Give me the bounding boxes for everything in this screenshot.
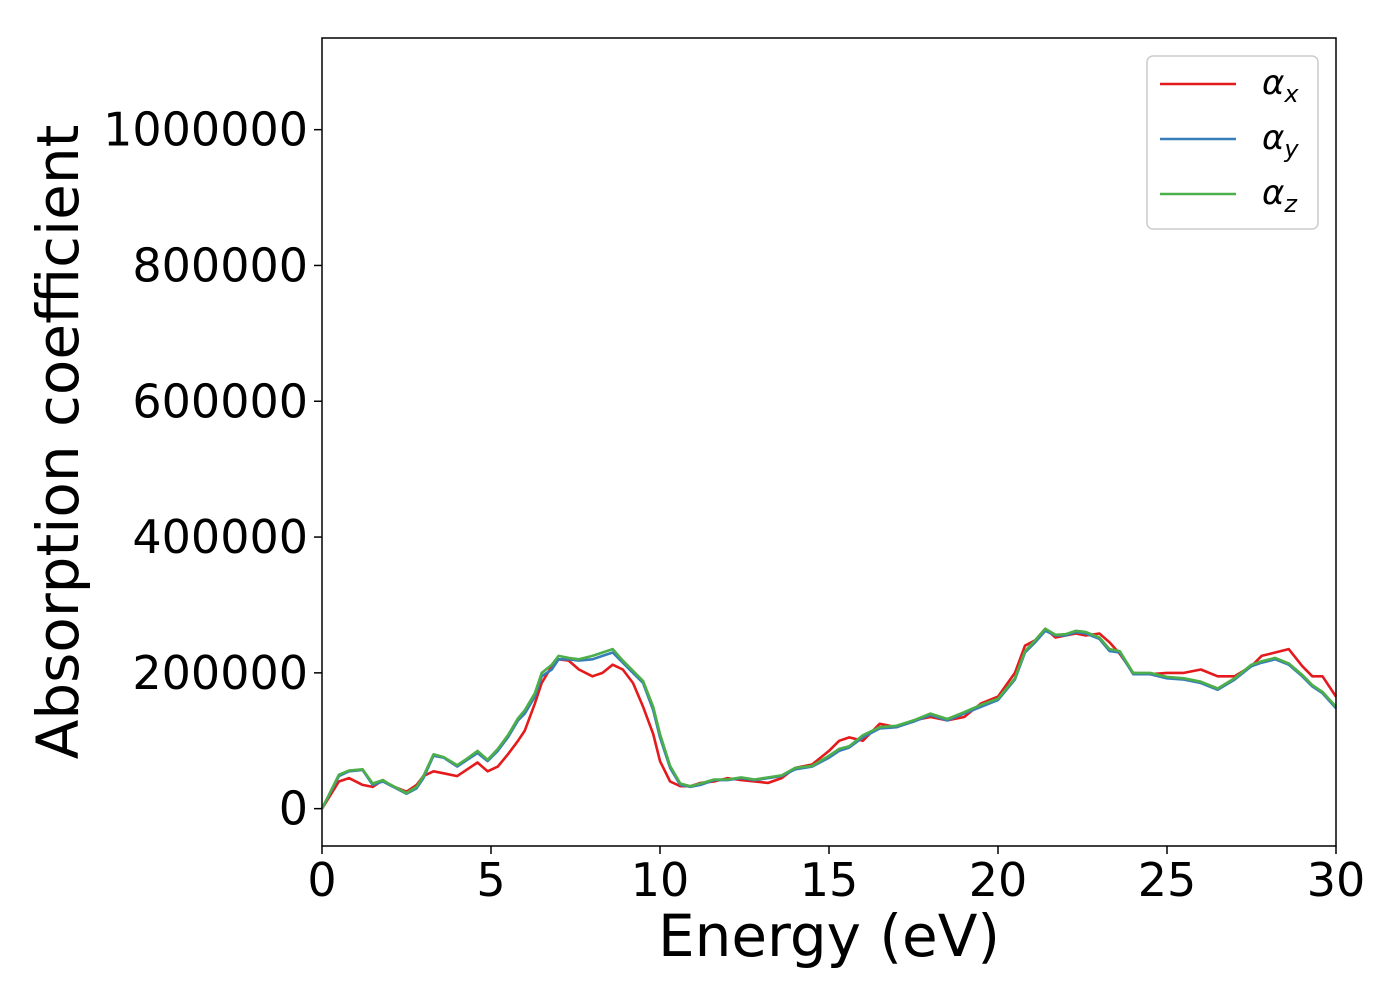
x-tick-label: 10 [631, 853, 690, 907]
x-tick-label: 15 [800, 853, 859, 907]
y-tick-label: 400000 [132, 510, 308, 564]
x-axis-title: Energy (eV) [658, 902, 1000, 970]
legend-subscript-y: y [1283, 135, 1299, 163]
x-tick-label: 30 [1307, 853, 1366, 907]
y-tick-label: 600000 [132, 374, 308, 428]
x-tick-label: 25 [1138, 853, 1197, 907]
legend-subscript-z: z [1283, 190, 1298, 218]
y-axis-ticks: 0 200000 400000 600000 800000 1000000 [103, 103, 322, 836]
y-tick-label: 1000000 [103, 103, 308, 157]
x-tick-label: 20 [969, 853, 1028, 907]
y-tick-label: 200000 [132, 646, 308, 700]
legend-subscript-x: x [1283, 80, 1299, 108]
y-tick-label: 0 [279, 782, 308, 836]
y-axis-title: Absorption coefficient [24, 125, 92, 760]
x-tick-label: 0 [307, 853, 336, 907]
y-tick-label: 800000 [132, 238, 308, 292]
x-tick-label: 5 [476, 853, 505, 907]
x-axis-ticks: 0 5 10 15 20 25 30 [307, 846, 1365, 907]
